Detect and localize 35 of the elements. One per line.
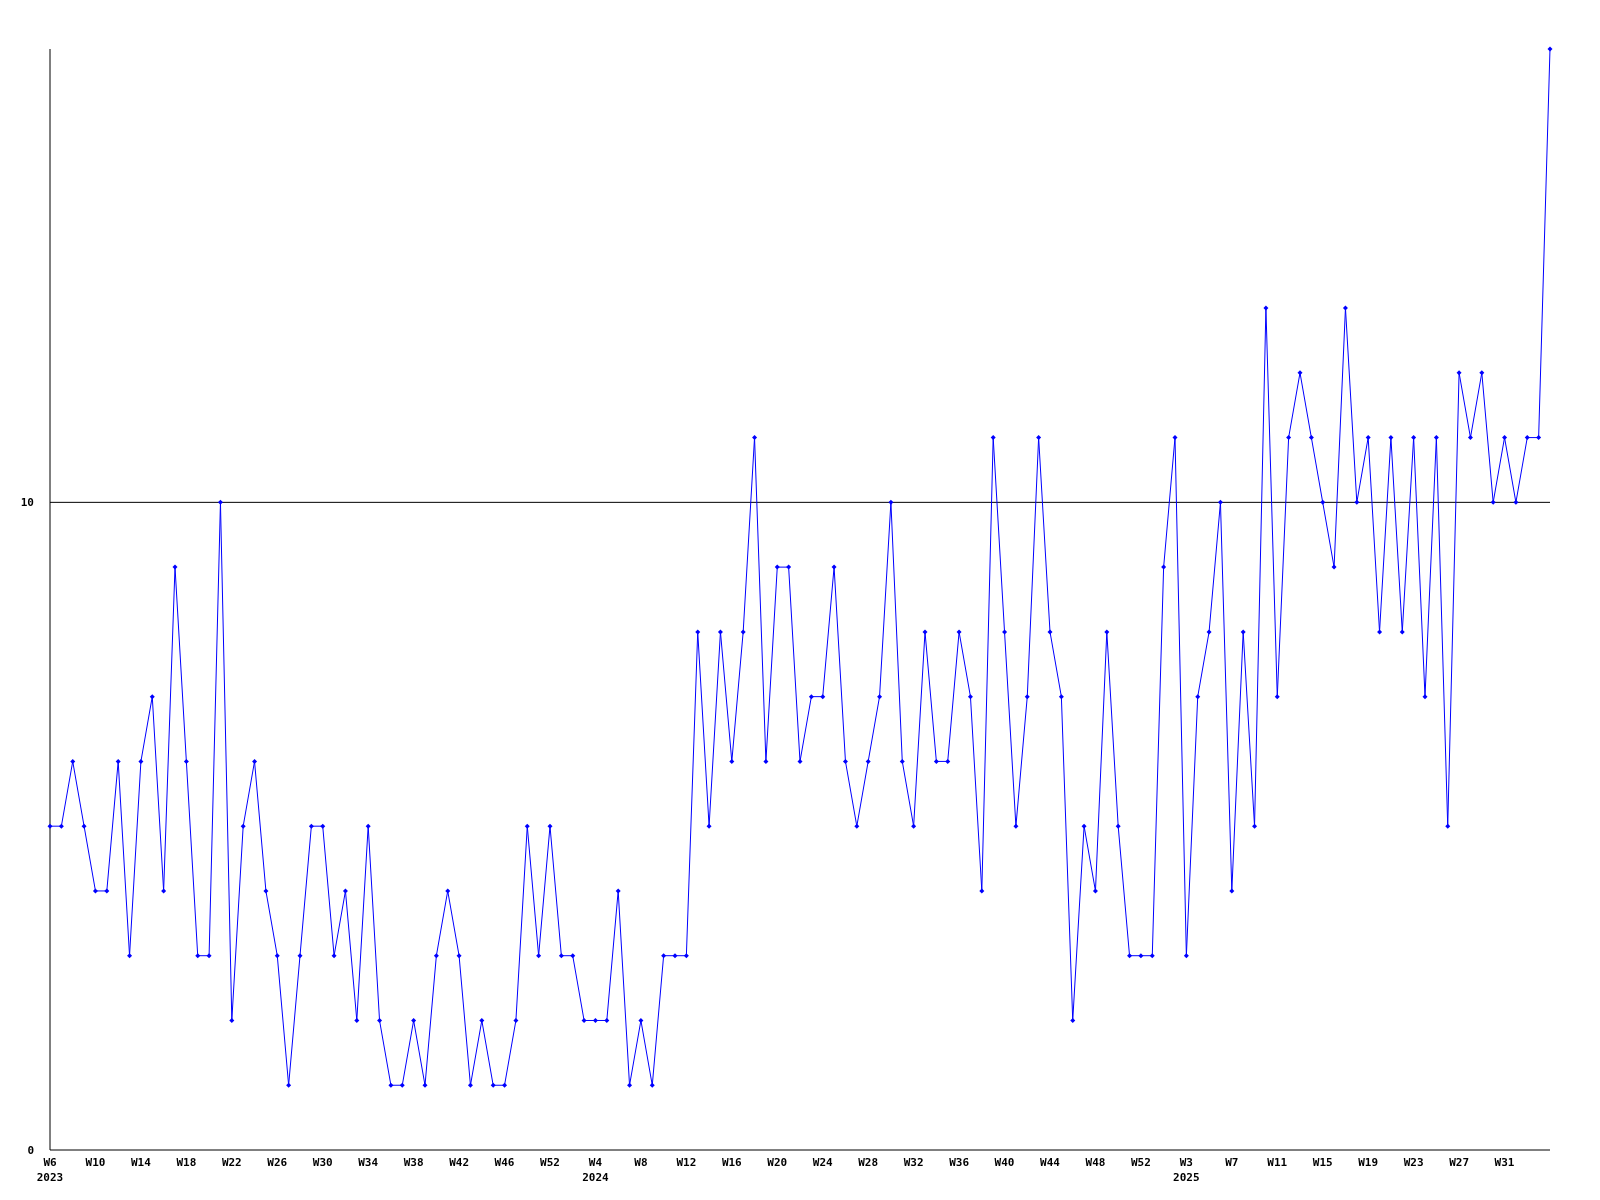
x-tick-label: W10: [85, 1156, 106, 1169]
x-tick-label: W12: [676, 1156, 697, 1169]
x-tick-label: W32: [903, 1156, 924, 1169]
x-tick-label: W48: [1085, 1156, 1106, 1169]
x-tick-label: W14: [130, 1156, 152, 1169]
x-tick-label: W38: [403, 1156, 424, 1169]
x-tick-label: W44: [1040, 1156, 1061, 1169]
x-tick-label: W26: [267, 1156, 288, 1169]
x-tick-label: W8: [634, 1156, 648, 1169]
x-tick-label: W20: [767, 1156, 788, 1169]
x-tick-label: W15: [1312, 1156, 1333, 1169]
x-tick-label: W28: [858, 1156, 879, 1169]
x-tick-label: W24: [812, 1156, 834, 1169]
x-tick-label: W23: [1403, 1156, 1424, 1169]
x-tick-label: W3 2025: [1173, 1156, 1200, 1184]
x-tick-label: W4 2024: [582, 1156, 610, 1184]
y-tick-label: 0: [27, 1143, 34, 1157]
x-tick-label: W46: [494, 1156, 515, 1169]
y-tick-label: 10: [20, 496, 34, 510]
x-tick-label: W30: [312, 1156, 333, 1169]
x-tick-label: W22: [221, 1156, 242, 1169]
x-tick-label: W52: [540, 1156, 560, 1169]
x-tick-label: W34: [358, 1156, 379, 1169]
x-tick-label: W42: [449, 1156, 470, 1169]
x-tick-label: W16: [721, 1156, 743, 1169]
x-tick-label: W7: [1225, 1156, 1239, 1169]
x-tick-label: W27: [1449, 1156, 1470, 1169]
x-tick-label: W52: [1130, 1156, 1151, 1169]
x-tick-label: W6 2023: [36, 1156, 64, 1184]
x-tick-label: W11: [1267, 1156, 1288, 1169]
x-tick-label: W36: [949, 1156, 970, 1169]
x-tick-label: W18: [176, 1156, 197, 1169]
x-tick-label: W40: [994, 1156, 1015, 1169]
x-tick-label: W31: [1494, 1156, 1515, 1169]
x-tick-label: W19: [1358, 1156, 1379, 1169]
